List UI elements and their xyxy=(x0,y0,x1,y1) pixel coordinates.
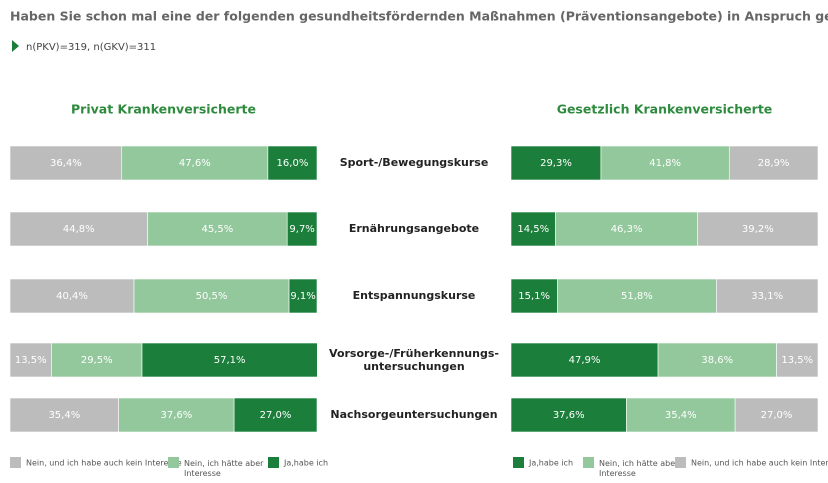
value-label: 29,3% xyxy=(540,158,572,169)
value-label: 39,2% xyxy=(742,224,774,235)
bar-segment xyxy=(286,211,318,247)
bar-segment xyxy=(626,397,736,433)
value-label: 37,6% xyxy=(553,410,585,421)
value-label: 47,6% xyxy=(179,158,211,169)
bar-segment xyxy=(9,145,123,181)
bar-segment xyxy=(147,211,288,247)
legend-label: Ja,habe ich xyxy=(528,459,573,468)
category-label: Vorsorge-/Früherkennungs-untersuchungen xyxy=(329,347,499,373)
bar-segment xyxy=(9,278,135,314)
value-label: 35,4% xyxy=(665,410,697,421)
bar-segment xyxy=(734,397,819,433)
legend-label: Nein, und ich habe auch kein Interesse xyxy=(26,459,182,468)
category-label: Nachsorgeuntersuchungen xyxy=(330,408,497,421)
value-label: 9,1% xyxy=(290,291,315,302)
panel-title: Gesetzlich Krankenversicherte xyxy=(557,102,773,117)
bar-segment xyxy=(267,145,318,181)
sample-note: n(PKV)=319, n(GKV)=311 xyxy=(26,42,156,53)
value-label: 15,1% xyxy=(518,291,550,302)
bar-segment xyxy=(697,211,819,247)
legend-swatch xyxy=(675,457,686,468)
bar-segment xyxy=(9,342,52,378)
value-label: 47,9% xyxy=(569,355,601,366)
value-label: 51,8% xyxy=(621,291,653,302)
value-label: 46,3% xyxy=(611,224,643,235)
bar-segment xyxy=(133,278,290,314)
category-label: Sport-/Bewegungskurse xyxy=(340,156,489,169)
category-label: Ernährungsangebote xyxy=(349,222,479,235)
legend-label: Nein, ich hätte aber Interesse xyxy=(599,459,679,478)
value-label: 27,0% xyxy=(761,410,793,421)
value-label: 33,1% xyxy=(751,291,783,302)
legend-label: Nein, und ich habe auch kein Interesse xyxy=(691,459,828,468)
value-label: 16,0% xyxy=(277,158,309,169)
legend-swatch xyxy=(168,457,179,468)
value-label: 9,7% xyxy=(289,224,314,235)
bar-segment xyxy=(9,397,119,433)
bar-segment xyxy=(776,342,819,378)
value-label: 13,5% xyxy=(15,355,47,366)
panel-title: Privat Krankenversicherte xyxy=(71,102,256,117)
bar-segment xyxy=(9,211,148,247)
value-label: 41,8% xyxy=(649,158,681,169)
bar-segment xyxy=(600,145,730,181)
bar-segment xyxy=(557,278,717,314)
bar-segment xyxy=(510,342,659,378)
value-label: 14,5% xyxy=(517,224,549,235)
value-label: 29,5% xyxy=(81,355,113,366)
value-label: 13,5% xyxy=(781,355,813,366)
bar-segment xyxy=(510,278,558,314)
bar-segment xyxy=(510,145,602,181)
value-label: 28,9% xyxy=(758,158,790,169)
legend-swatch xyxy=(268,457,279,468)
value-label: 27,0% xyxy=(260,410,292,421)
bar-segment xyxy=(233,397,318,433)
legend-label: Nein, ich hätte aber Interesse xyxy=(184,459,264,478)
bar-segment xyxy=(555,211,698,247)
page-title: Haben Sie schon mal eine der folgenden g… xyxy=(10,9,828,24)
value-label: 44,8% xyxy=(63,224,95,235)
note-marker xyxy=(12,40,19,52)
value-label: 36,4% xyxy=(50,158,82,169)
bar-segment xyxy=(118,397,235,433)
bar-segment xyxy=(121,145,269,181)
legend-swatch xyxy=(583,457,594,468)
value-label: 45,5% xyxy=(201,224,233,235)
bar-segment xyxy=(288,278,318,314)
value-label: 37,6% xyxy=(161,410,193,421)
value-label: 50,5% xyxy=(196,291,228,302)
value-label: 35,4% xyxy=(48,410,80,421)
bar-segment xyxy=(510,211,556,247)
bar-segment xyxy=(716,278,819,314)
category-label: Entspannungskurse xyxy=(353,289,476,302)
legend-swatch xyxy=(10,457,21,468)
value-label: 40,4% xyxy=(56,291,88,302)
value-label: 38,6% xyxy=(701,355,733,366)
legend-swatch xyxy=(513,457,524,468)
value-label: 57,1% xyxy=(214,355,246,366)
legend-label: Ja,habe ich xyxy=(283,459,328,468)
bar-segment xyxy=(728,145,819,181)
bar-segment xyxy=(510,397,627,433)
bar-segment xyxy=(141,342,318,378)
